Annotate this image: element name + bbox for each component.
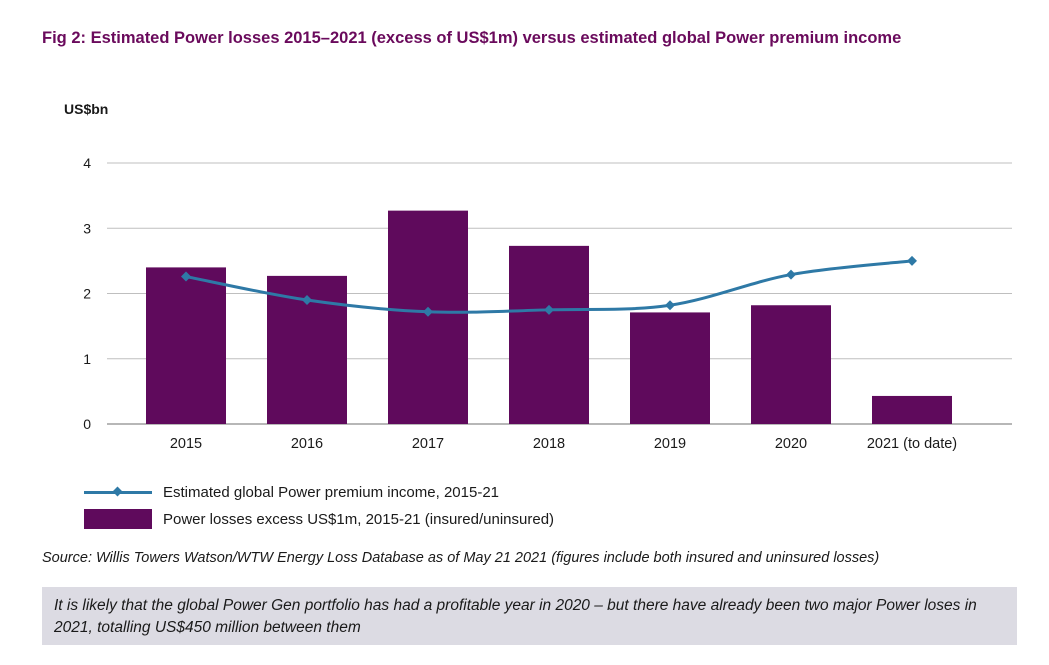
source-note: Source: Willis Towers Watson/WTW Energy …	[42, 550, 880, 566]
bar-swatch-icon	[84, 509, 152, 529]
callout-box: It is likely that the global Power Gen p…	[42, 587, 1017, 645]
bar	[388, 210, 468, 424]
line-point-marker	[423, 306, 433, 317]
legend-item-line: Estimated global Power premium income, 2…	[84, 482, 554, 502]
x-tick-label: 2016	[291, 436, 323, 452]
y-tick-labels: 0 1 2 3 4	[83, 155, 91, 432]
figure-title: Fig 2: Estimated Power losses 2015–2021 …	[42, 29, 902, 47]
y-tick-label: 1	[83, 351, 91, 367]
y-tick-label: 2	[83, 286, 91, 302]
x-tick-label: 2020	[775, 436, 807, 452]
legend-item-bar: Power losses excess US$1m, 2015-21 (insu…	[84, 509, 554, 529]
x-tick-label: 2015	[170, 436, 202, 452]
y-tick-label: 3	[83, 220, 91, 236]
chart: US$bn 0 1 2 3 4 2015 2016 2017 2018 2019 2020 2021…	[64, 101, 1012, 452]
y-tick-label: 0	[83, 416, 91, 432]
line-point-marker	[665, 300, 675, 311]
bar	[509, 245, 589, 424]
line-point-marker	[544, 304, 554, 315]
bar	[630, 312, 710, 424]
x-tick-label: 2017	[412, 436, 444, 452]
callout-text: It is likely that the global Power Gen p…	[54, 597, 977, 636]
legend-label-premium: Estimated global Power premium income, 2…	[163, 483, 499, 501]
y-axis-label: US$bn	[64, 101, 108, 117]
bar	[146, 267, 226, 424]
line-diamond-swatch-icon	[84, 482, 152, 502]
bar	[751, 305, 831, 424]
legend: Estimated global Power premium income, 2…	[84, 482, 554, 536]
legend-label-losses: Power losses excess US$1m, 2015-21 (insu…	[163, 510, 555, 528]
line-point-marker	[907, 255, 917, 266]
bar-series	[146, 210, 952, 424]
x-tick-labels: 2015 2016 2017 2018 2019 2020 2021 (to date)	[170, 436, 957, 452]
x-tick-label: 2018	[533, 436, 565, 452]
line-point-marker	[786, 269, 796, 280]
bar	[872, 395, 952, 424]
line-series	[181, 255, 917, 317]
x-tick-label: 2021 (to date)	[867, 436, 957, 452]
line-point-marker	[181, 271, 191, 282]
line-point-marker	[302, 295, 312, 306]
x-tick-label: 2019	[654, 436, 686, 452]
y-tick-label: 4	[83, 155, 91, 171]
